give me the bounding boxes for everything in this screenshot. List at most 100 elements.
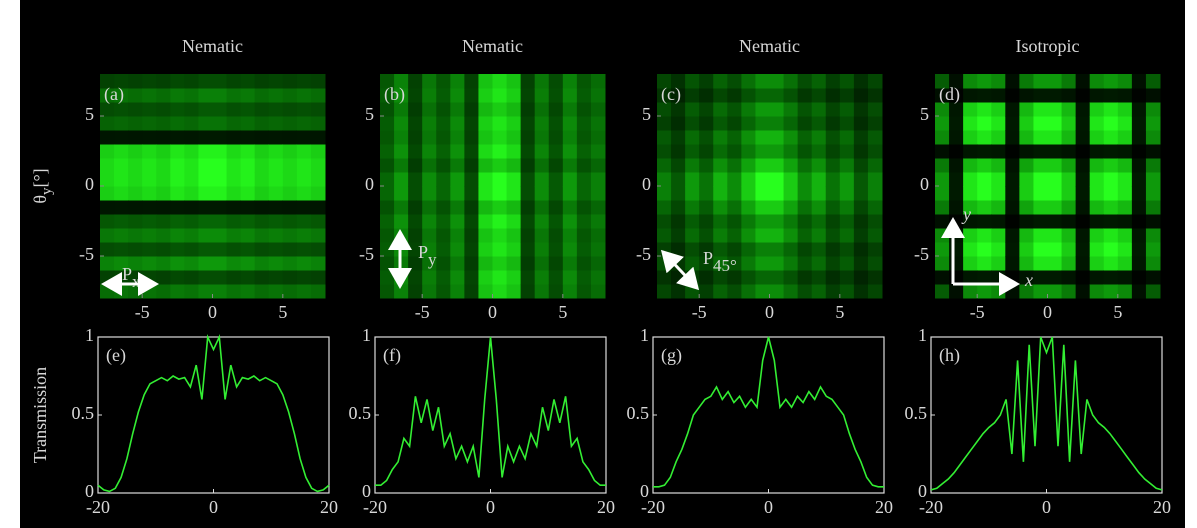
intensity-cell [949,130,964,145]
intensity-cell [977,74,992,89]
intensity-cell [394,88,409,103]
intensity-cell [534,242,550,257]
plot-frame [97,336,330,494]
intensity-cell [198,256,213,271]
intensity-cell [949,144,964,159]
intensity-cell [741,74,756,89]
intensity-cell [811,228,827,243]
intensity-cell [212,74,228,89]
intensity-cell [576,214,592,229]
intensity-cell [436,214,451,229]
intensity-cell [825,74,841,89]
intensity-cell [268,88,284,103]
intensity-cell [576,116,592,131]
x-tick-label: 5 [1113,302,1122,322]
intensity-cell [1075,186,1091,201]
intensity-cell [422,200,437,215]
intensity-cell [1061,172,1077,187]
y-tick-label: 0.5 [72,403,95,423]
intensity-cell [769,256,785,271]
intensity-cell [408,116,423,131]
intensity-cell [741,284,756,299]
intensity-cell [867,130,883,145]
intensity-cell [436,284,451,299]
intensity-cell [436,242,451,257]
intensity-cell [1131,228,1147,243]
intensity-cell [935,284,950,299]
intensity-cell [198,116,213,131]
panel-label: (e) [106,345,126,366]
intensity-cell [562,172,578,187]
intensity-cell [268,256,284,271]
intensity-cell [1005,186,1020,201]
intensity-cell [685,200,700,215]
intensity-cell [296,172,312,187]
intensity-cell [935,186,950,201]
intensity-cell [436,172,451,187]
intensity-cell [699,116,714,131]
intensity-cell [853,144,869,159]
intensity-cell [520,88,536,103]
intensity-cell [935,144,950,159]
intensity-cell [114,256,129,271]
intensity-cell [867,200,883,215]
panel-label: (a) [104,84,124,105]
intensity-cell [394,200,409,215]
intensity-cell [100,74,115,89]
intensity-cell [156,144,171,159]
intensity-cell [935,158,950,173]
intensity-cell [492,284,508,299]
intensity-cell [310,116,326,131]
intensity-cell [811,214,827,229]
intensity-cell [797,242,813,257]
intensity-cell [1005,130,1020,145]
intensity-cell [1117,256,1133,271]
intensity-cell [254,256,270,271]
intensity-cell [949,256,964,271]
intensity-cell [713,284,728,299]
intensity-cell [769,116,785,131]
intensity-cell [268,284,284,299]
intensity-cell [184,200,199,215]
intensity-cell [520,186,536,201]
intensity-cell [506,200,522,215]
intensity-cell [1145,130,1161,145]
intensity-cell [170,228,185,243]
intensity-cell [282,284,298,299]
intensity-cell [741,256,756,271]
intensity-cell [853,270,869,285]
intensity-cell [170,256,185,271]
intensity-cell [1103,200,1119,215]
axis-label-y: y [961,204,971,224]
intensity-cell [797,74,813,89]
intensity-cell [576,74,592,89]
intensity-cell [811,158,827,173]
intensity-cell [450,214,465,229]
intensity-cell [671,200,686,215]
intensity-cell [783,200,799,215]
intensity-cell [741,172,756,187]
intensity-cell [492,242,508,257]
intensity-cell [492,102,508,117]
intensity-cell [1047,200,1063,215]
intensity-cell [226,158,242,173]
intensity-cell [464,116,479,131]
intensity-cell [198,172,213,187]
intensity-cell [713,144,728,159]
intensity-cell [977,158,992,173]
intensity-cell [991,214,1006,229]
intensity-cell [436,256,451,271]
intensity-cell [240,284,256,299]
intensity-cell [478,158,493,173]
intensity-cell [212,186,228,201]
intensity-cell [935,242,950,257]
intensity-cell [464,158,479,173]
intensity-cell [1103,284,1119,299]
intensity-cell [657,158,672,173]
intensity-cell [506,214,522,229]
intensity-cell [548,256,564,271]
intensity-cell [1033,158,1048,173]
intensity-cell [657,88,672,103]
intensity-cell [1075,172,1091,187]
intensity-cell [1117,88,1133,103]
